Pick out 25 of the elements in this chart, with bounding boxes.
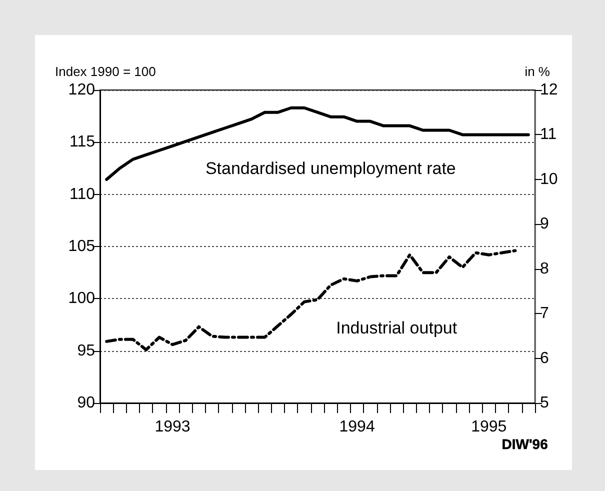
- series-label: Industrial output: [336, 318, 458, 338]
- y-tick-label: 100: [68, 290, 96, 308]
- y2-tick-label: 6: [540, 350, 549, 367]
- y-tick-label: 105: [68, 238, 96, 255]
- y2-tick-label: 5: [540, 394, 549, 412]
- y-axis-title: Index 1990 = 100: [55, 64, 156, 79]
- line-series: [105, 106, 530, 181]
- x-tick-label: 1994: [339, 418, 375, 436]
- x-tick-label: 1995: [471, 418, 507, 436]
- y-tick-label: 120: [68, 82, 96, 98]
- y-tick-label: 110: [69, 186, 96, 203]
- y2-axis-title: in %: [524, 64, 550, 79]
- y2-tick-label: 9: [540, 216, 549, 233]
- x-tick-label: 1993: [154, 418, 190, 436]
- y2-tick-label: 12: [540, 82, 558, 98]
- series-label: Standardised unemployment rate: [205, 158, 456, 178]
- y-tick-label: 95: [77, 342, 96, 360]
- y2-tick-label: 11: [540, 126, 557, 144]
- y2-tick-label: 7: [540, 305, 549, 322]
- y2-tick-label: 8: [540, 260, 549, 278]
- y2-tick-label: 10: [540, 170, 558, 188]
- y-tick-label: 115: [69, 134, 96, 151]
- line-series: [105, 249, 517, 352]
- text: DIW'96: [502, 436, 548, 452]
- y-tick-label: 90: [77, 394, 96, 412]
